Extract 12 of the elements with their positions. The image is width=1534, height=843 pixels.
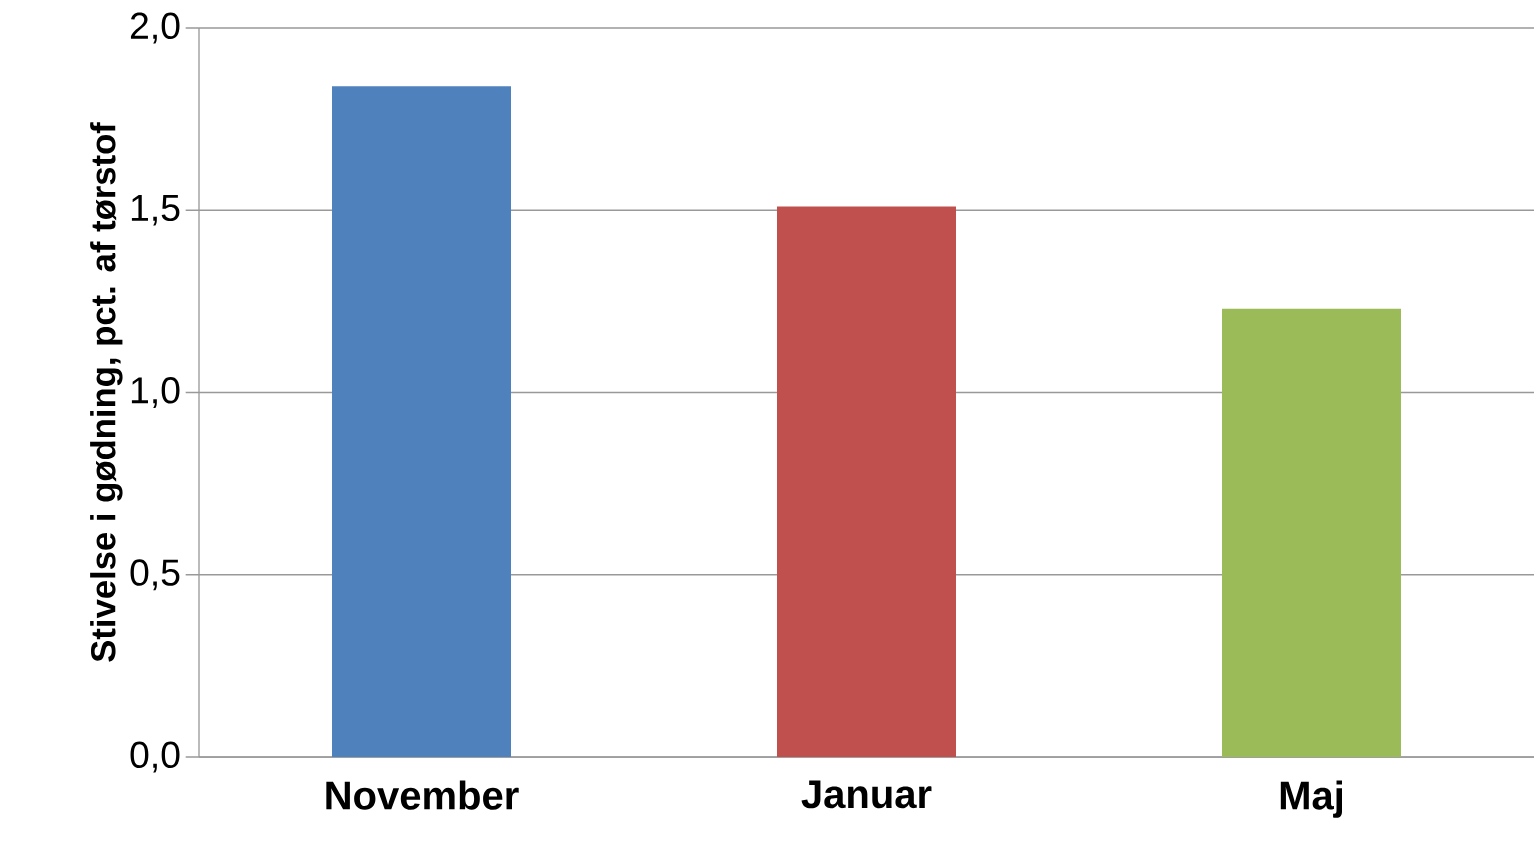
y-tick-label: 0,5 <box>130 559 180 591</box>
x-tick-label: Maj <box>1280 780 1342 818</box>
bar <box>1221 308 1401 757</box>
y-tick-label: 1,5 <box>131 195 180 226</box>
bar <box>776 206 956 757</box>
y-tick-label: 0,0 <box>130 741 180 773</box>
x-tick-label: November <box>326 780 519 810</box>
x-tick-label: Januar <box>801 780 932 809</box>
y-tick-label: 2,0 <box>130 12 180 44</box>
y-axis-title: Stivelse i gødning, pct. af tørstof <box>90 122 123 662</box>
bar <box>332 86 511 757</box>
y-tick-label: 1,0 <box>131 377 180 408</box>
